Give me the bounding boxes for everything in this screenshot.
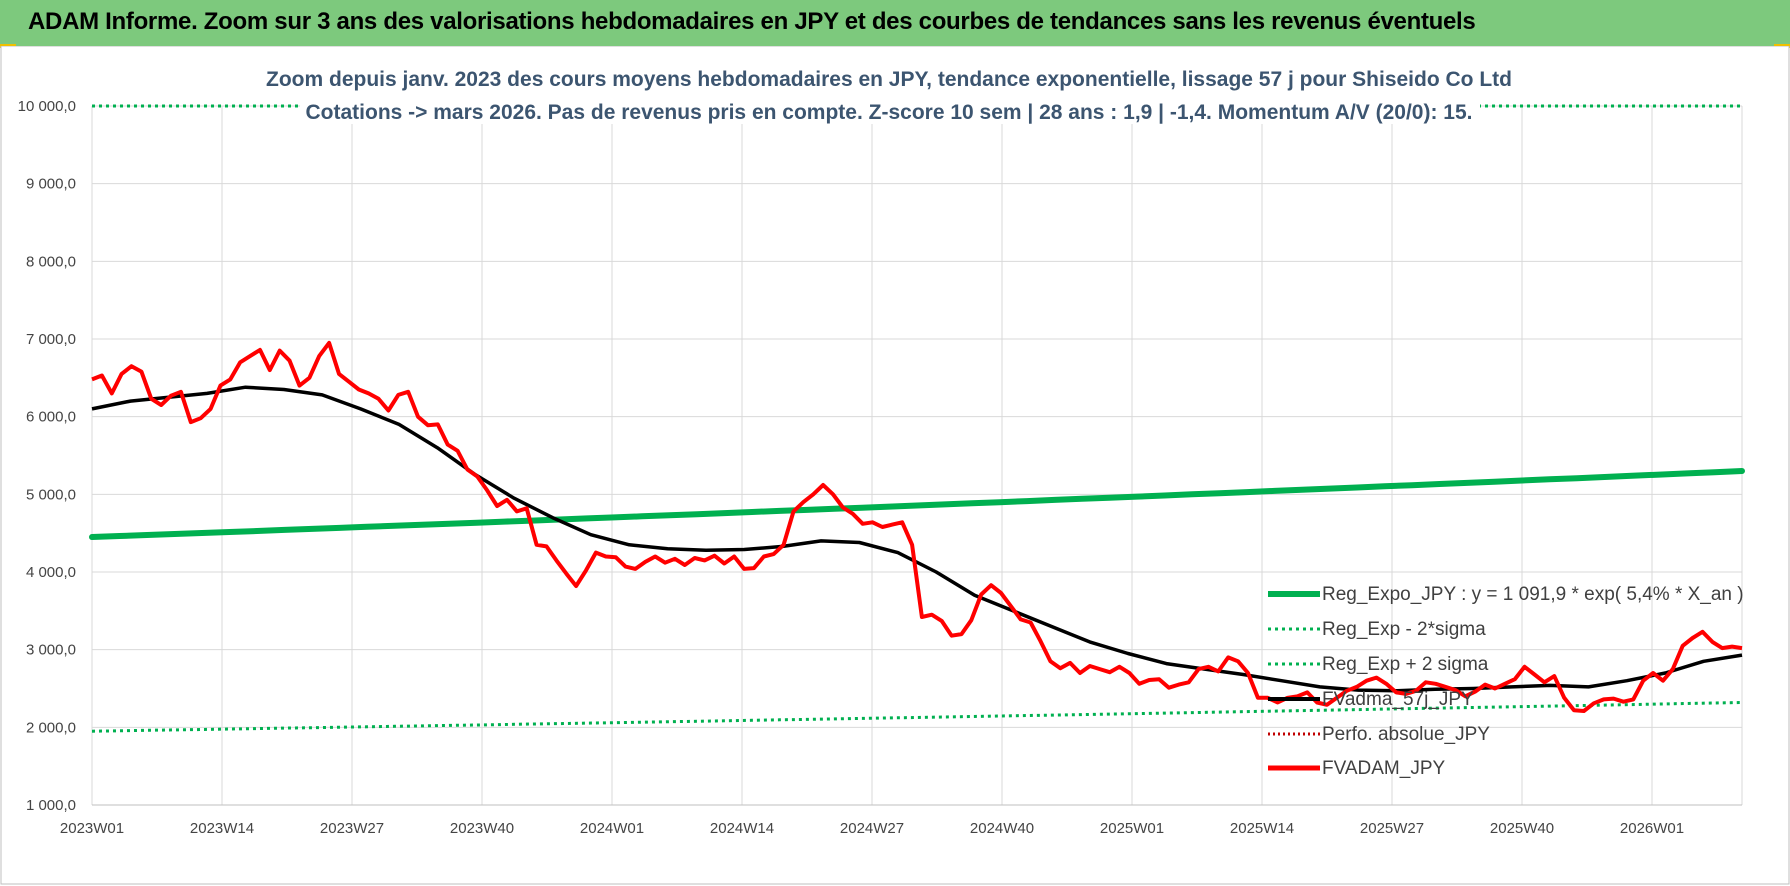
x-tick-label: 2023W01 — [60, 820, 124, 837]
x-tick-label: 2024W01 — [580, 820, 644, 837]
legend-label-perfo: Perfo. absolue_JPY — [1322, 724, 1490, 745]
x-tick-label: 2023W40 — [450, 820, 514, 837]
legend-item-fvadam: FVADAM_JPY — [1268, 758, 1446, 779]
x-tick-label: 2024W40 — [970, 820, 1034, 837]
legend-label-fvadam: FVADAM_JPY — [1322, 758, 1446, 779]
line-chart: 1 000,0 2 000,0 3 000,0 4 000,0 5 000,0 6 000… — [0, 46, 1790, 885]
y-tick-label: 9 000,0 — [26, 176, 76, 193]
y-tick-label: 6 000,0 — [26, 409, 76, 426]
legend-item-lower-band: Reg_Exp - 2*sigma — [1268, 619, 1486, 640]
y-tick-label: 3 000,0 — [26, 642, 76, 659]
y-axis: 1 000,0 2 000,0 3 000,0 4 000,0 5 000,0 6 000… — [18, 98, 76, 814]
chart-subtitle-line-1: Zoom depuis janv. 2023 des cours moyens … — [266, 68, 1512, 91]
legend-item-perfo: Perfo. absolue_JPY — [1268, 724, 1490, 745]
legend-item-smoothed: FVadma_57j_JPY — [1268, 689, 1474, 710]
x-tick-label: 2024W27 — [840, 820, 904, 837]
x-tick-label: 2025W01 — [1100, 820, 1164, 837]
series-lower-band — [91, 701, 1743, 733]
chart-subtitle-line-2: Cotations -> mars 2026. Pas de revenus p… — [306, 101, 1473, 124]
x-tick-label: 2025W40 — [1490, 820, 1554, 837]
legend-item-upper-band: Reg_Exp + 2 sigma — [1268, 654, 1489, 675]
legend-item-reg-expo: Reg_Expo_JPY : y = 1 091,9 * exp( 5,4% *… — [1268, 584, 1744, 605]
x-tick-label: 2023W27 — [320, 820, 384, 837]
legend-label-reg-expo: Reg_Expo_JPY : y = 1 091,9 * exp( 5,4% *… — [1322, 584, 1744, 605]
legend-label-smoothed: FVadma_57j_JPY — [1322, 689, 1474, 710]
chart-border — [0, 46, 1790, 885]
series-fvadam — [91, 340, 1743, 713]
report-banner: ADAM Informe. Zoom sur 3 ans des valoris… — [0, 0, 1790, 47]
y-tick-label: 4 000,0 — [26, 564, 76, 581]
series-reg-expo — [89, 468, 1745, 540]
legend: Reg_Expo_JPY : y = 1 091,9 * exp( 5,4% *… — [1268, 584, 1744, 779]
x-axis: 2023W01 2023W14 2023W27 2023W40 2024W01 2024W… — [60, 804, 1742, 837]
subtitle-backdrop — [300, 62, 1480, 124]
legend-label-lower-band: Reg_Exp - 2*sigma — [1322, 619, 1486, 640]
x-tick-label: 2025W14 — [1230, 820, 1294, 837]
y-tick-label: 2 000,0 — [26, 719, 76, 736]
x-tick-label: 2024W14 — [710, 820, 774, 837]
y-tick-label: 7 000,0 — [26, 331, 76, 348]
y-tick-label: 1 000,0 — [26, 797, 76, 814]
y-tick-label: 8 000,0 — [26, 253, 76, 270]
series-smoothed — [91, 385, 1743, 693]
x-tick-label: 2025W27 — [1360, 820, 1424, 837]
y-tick-label: 5 000,0 — [26, 486, 76, 503]
x-tick-label: 2026W01 — [1620, 820, 1684, 837]
x-tick-label: 2023W14 — [190, 820, 254, 837]
legend-label-upper-band: Reg_Exp + 2 sigma — [1322, 654, 1489, 675]
report-title: ADAM Informe. Zoom sur 3 ans des valoris… — [28, 8, 1476, 35]
y-tick-label: 10 000,0 — [18, 98, 76, 115]
